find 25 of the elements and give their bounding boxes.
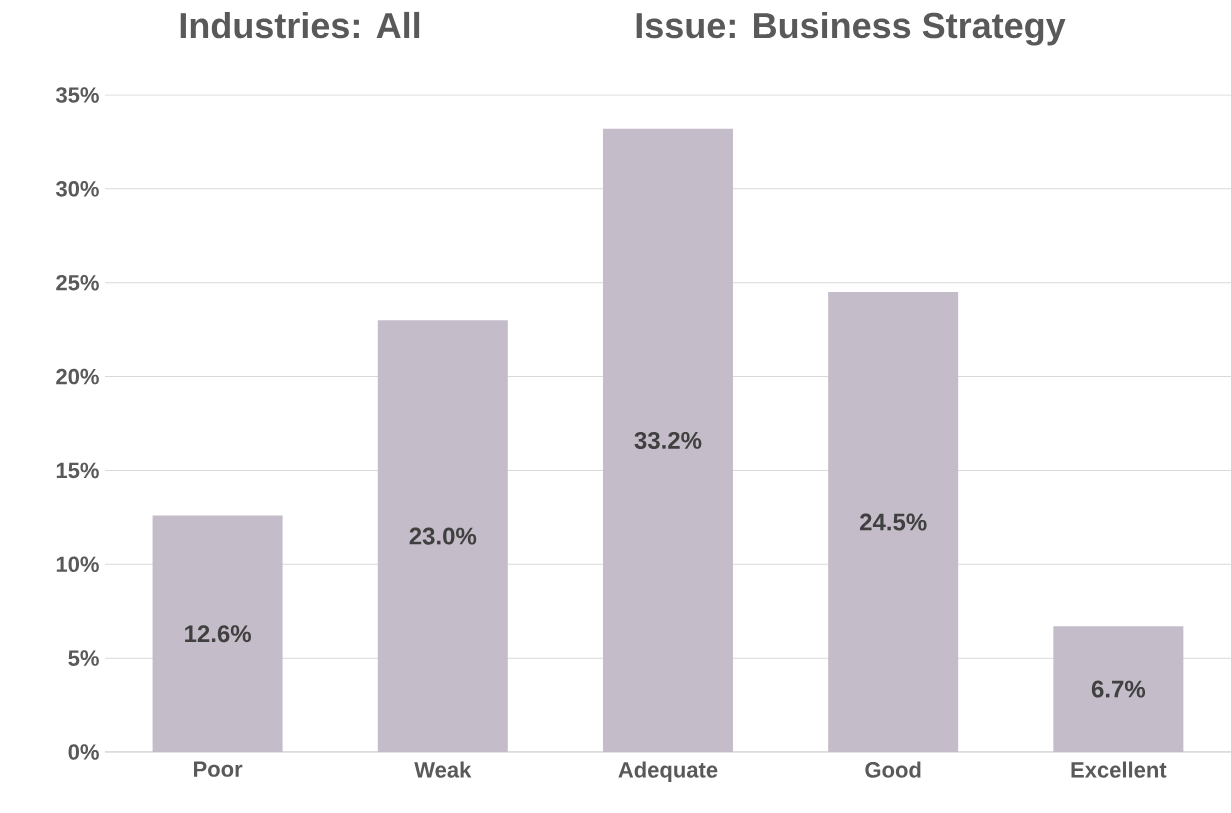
- data-label: 33.2%: [634, 431, 702, 449]
- bar: [1053, 626, 1184, 752]
- y-tick-label: 20%: [56, 368, 99, 385]
- y-tick-label: 35%: [55, 87, 99, 103]
- x-tick-label: Excellent: [1071, 761, 1167, 778]
- chart-subtitle: Issue: Business Strategy: [636, 11, 1066, 46]
- bar: [828, 292, 959, 752]
- x-tick-label: Good: [865, 761, 921, 778]
- x-tick-label: Weak: [414, 761, 472, 778]
- y-tick-label: 5%: [68, 650, 99, 666]
- data-label: 24.5%: [859, 513, 927, 531]
- data-label: 12.6%: [185, 625, 251, 643]
- chart-title: Industries: All: [180, 11, 420, 39]
- x-tick-label: Poor: [194, 761, 243, 777]
- bar: [602, 128, 733, 752]
- data-label: 23.0%: [409, 527, 477, 545]
- bar: [152, 515, 283, 752]
- x-tick-label: Adequate: [618, 761, 718, 783]
- y-tick-label: 15%: [56, 462, 99, 479]
- y-tick-label: 0%: [68, 744, 99, 760]
- bar: [377, 320, 508, 752]
- data-label: 6.7%: [1091, 680, 1146, 698]
- y-tick-label: 10%: [56, 556, 99, 573]
- y-tick-label: 25%: [56, 274, 99, 291]
- y-tick-label: 30%: [55, 181, 99, 197]
